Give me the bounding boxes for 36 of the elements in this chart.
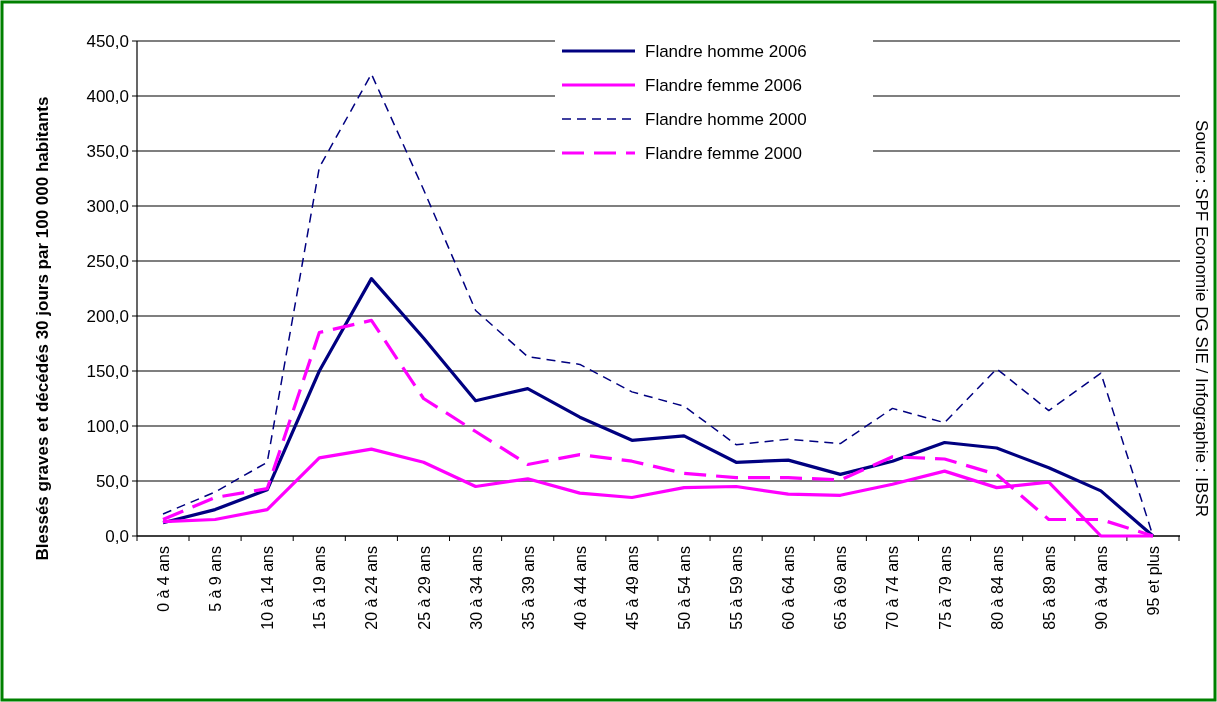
x-tick-label: 20 à 24 ans (363, 546, 381, 630)
x-tick-label: 85 à 89 ans (1040, 546, 1058, 630)
y-tick-label: 400,0 (86, 86, 129, 106)
x-tick-label: 25 à 29 ans (415, 546, 433, 630)
y-tick-label: 300,0 (86, 196, 129, 216)
y-tick-label: 0,0 (105, 526, 129, 546)
x-tick-label: 40 à 44 ans (571, 546, 589, 630)
x-tick-label: 35 à 39 ans (519, 546, 537, 630)
x-tick-label: 70 à 74 ans (884, 546, 902, 630)
y-tick-label: 50,0 (95, 471, 129, 491)
y-tick-label: 350,0 (86, 141, 129, 161)
x-tick-label: 45 à 49 ans (623, 546, 641, 630)
x-tick-label: 50 à 54 ans (676, 546, 694, 630)
legend-label: Flandre femme 2000 (645, 143, 802, 163)
x-tick-label: 30 à 34 ans (467, 546, 485, 630)
x-tick-label: 80 à 84 ans (988, 546, 1006, 630)
x-tick-label: 90 à 94 ans (1092, 546, 1110, 630)
x-tick-label: 5 à 9 ans (207, 546, 225, 612)
y-tick-label: 150,0 (86, 361, 129, 381)
y-tick-label: 450,0 (86, 31, 129, 51)
legend-label: Flandre femme 2006 (645, 75, 802, 95)
legend-label: Flandre homme 2006 (645, 41, 807, 61)
y-tick-label: 100,0 (86, 416, 129, 436)
x-tick-label: 75 à 79 ans (936, 546, 954, 630)
source-note: Source : SPF Economie DG SIE / Infographie : IBSR (1192, 120, 1211, 517)
x-tick-label: 0 à 4 ans (155, 546, 172, 612)
legend-label: Flandre homme 2000 (645, 109, 807, 129)
x-tick-label: 95 et plus (1145, 546, 1162, 616)
y-tick-label: 250,0 (86, 251, 129, 271)
y-tick-label: 200,0 (86, 306, 129, 326)
x-tick-label: 10 à 14 ans (259, 546, 277, 630)
x-tick-label: 15 à 19 ans (311, 546, 329, 630)
x-tick-label: 60 à 64 ans (780, 546, 798, 630)
x-tick-label: 65 à 69 ans (832, 546, 850, 630)
y-axis-title: Blessés graves et décédés 30 jours par 100 000 habitants (33, 96, 52, 561)
x-tick-label: 55 à 59 ans (728, 546, 746, 630)
